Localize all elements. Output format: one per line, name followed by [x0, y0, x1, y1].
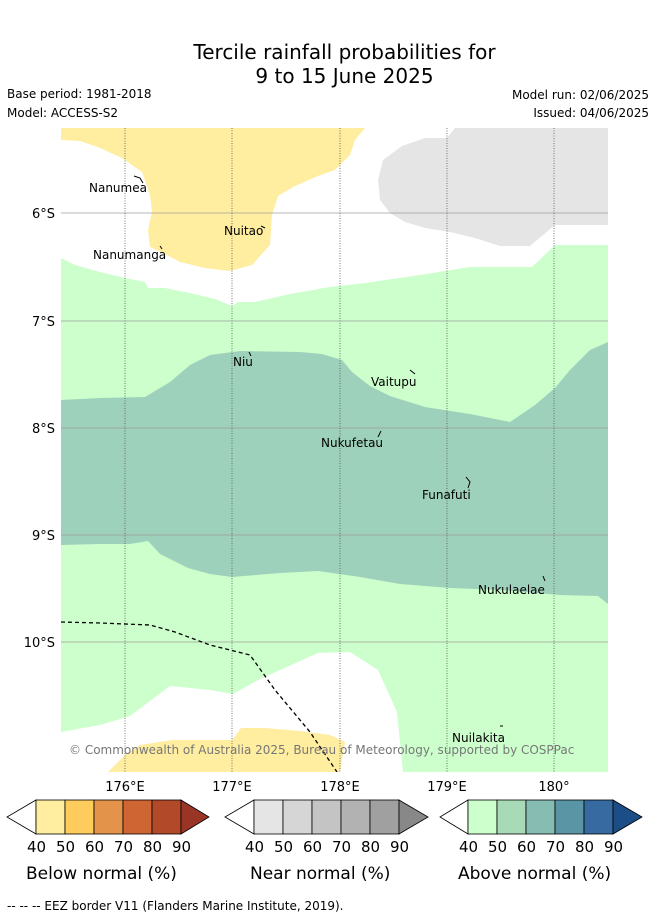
lat-label-6s: 6°S: [32, 207, 55, 222]
eez-border-legend: -- -- -- EEZ border V11 (Flanders Marine…: [7, 899, 344, 913]
above-tick-80: 80: [575, 838, 595, 856]
island-nanumanga-shape: [159, 245, 163, 250]
below-tick-80: 80: [143, 838, 163, 856]
above-cb-seg-3: [554, 799, 585, 835]
label-nanumanga: Nanumanga: [93, 248, 166, 262]
label-nukufetau: Nukufetau: [321, 436, 383, 450]
lat-label-9s: 9°S: [32, 529, 55, 544]
island-vaitupu-shape: [409, 369, 416, 375]
above-cb-seg-4: [583, 799, 614, 835]
copyright-notice: © Commonwealth of Australia 2025, Bureau…: [69, 743, 574, 757]
lon-label-179e: 179°E: [427, 780, 467, 795]
above-tick-70: 70: [546, 838, 566, 856]
lat-label-7s: 7°S: [32, 315, 55, 330]
below-normal-50-region-north: [61, 128, 365, 271]
above-cb-over: [612, 799, 643, 835]
island-nukufetau-shape: [377, 430, 382, 438]
label-nuitao: Nuitao: [224, 224, 263, 238]
label-niu: Niu: [233, 355, 253, 369]
base-period: Base period: 1981-2018: [7, 87, 152, 101]
below-cb-seg-2: [93, 799, 124, 835]
map-area: [61, 128, 608, 772]
near-normal-40-region: [378, 128, 608, 246]
lon-label-176e: 176°E: [105, 780, 145, 795]
eez-border-line: [61, 621, 338, 772]
near-tick-60: 60: [303, 838, 323, 856]
lon-label-178e: 178°E: [320, 780, 360, 795]
near-tick-80: 80: [361, 838, 381, 856]
above-tick-50: 50: [488, 838, 508, 856]
above-cb-seg-0: [467, 799, 498, 835]
lon-label-177e: 177°E: [212, 780, 252, 795]
below-tick-40: 40: [27, 838, 47, 856]
below-cb-under: [6, 799, 37, 835]
near-cb-seg-0: [253, 799, 284, 835]
above-normal-50-region: [61, 342, 608, 604]
near-normal-label: Near normal (%): [250, 864, 391, 884]
above-tick-60: 60: [517, 838, 537, 856]
near-tick-90: 90: [390, 838, 410, 856]
near-cb-over: [398, 799, 429, 835]
issued-date: Issued: 04/06/2025: [533, 106, 649, 120]
lat-label-8s: 8°S: [32, 422, 55, 437]
latitude-gridlines: [61, 212, 608, 643]
lon-label-180: 180°: [538, 780, 569, 795]
label-funafuti: Funafuti: [422, 488, 471, 502]
below-cb-seg-3: [122, 799, 153, 835]
title-line-2: 9 to 15 June 2025: [255, 64, 434, 88]
near-cb-seg-3: [340, 799, 371, 835]
below-cb-over: [180, 799, 210, 835]
title-line-1: Tercile rainfall probabilities for: [193, 40, 496, 64]
below-cb-seg-4: [151, 799, 182, 835]
longitude-labels: 176°E 177°E 178°E 179°E 180°: [105, 780, 569, 795]
lat-label-10s: 10°S: [24, 636, 55, 651]
model-run: Model run: 02/06/2025: [511, 88, 649, 102]
above-tick-40: 40: [459, 838, 479, 856]
island-funafuti-shape: [465, 476, 471, 489]
label-nuilakita: Nuilakita: [452, 731, 505, 745]
below-normal-50-region-south: [108, 728, 345, 772]
latitude-labels: 6°S 7°S 8°S 9°S 10°S: [24, 207, 55, 651]
island-niu-shape: [248, 351, 252, 357]
near-tick-40: 40: [245, 838, 265, 856]
near-cb-seg-4: [369, 799, 400, 835]
above-normal-label: Above normal (%): [458, 864, 612, 884]
label-nukulaelae: Nukulaelae: [478, 583, 545, 597]
below-tick-50: 50: [56, 838, 76, 856]
islands: [133, 175, 546, 727]
island-nukulaelae-shape: [542, 575, 546, 582]
below-tick-60: 60: [85, 838, 105, 856]
place-labels: Nanumea Nuitao Nanumanga Niu Vaitupu Nuk…: [89, 181, 545, 745]
below-cb-seg-0: [35, 799, 66, 835]
below-cb-seg-1: [64, 799, 95, 835]
colorbar-near-normal: [224, 799, 429, 835]
label-nanumea: Nanumea: [89, 181, 147, 195]
above-cb-seg-1: [496, 799, 527, 835]
near-tick-50: 50: [274, 838, 294, 856]
colorbar-below-normal: [6, 799, 210, 835]
near-tick-70: 70: [332, 838, 352, 856]
colorbar-above-normal: [439, 799, 643, 835]
above-cb-under: [439, 799, 469, 835]
near-cb-under: [224, 799, 255, 835]
model-name: Model: ACCESS-S2: [7, 106, 119, 120]
above-tick-90: 90: [604, 838, 624, 856]
island-nuitao-shape: [260, 225, 266, 229]
island-nanumea-shape: [133, 175, 144, 184]
below-tick-70: 70: [114, 838, 134, 856]
below-normal-label: Below normal (%): [26, 864, 177, 884]
label-vaitupu: Vaitupu: [371, 375, 417, 389]
near-cb-seg-2: [311, 799, 342, 835]
near-cb-seg-1: [282, 799, 313, 835]
below-tick-90: 90: [172, 838, 192, 856]
map-title: Tercile rainfall probabilities for 9 to …: [0, 40, 655, 88]
above-cb-seg-2: [525, 799, 556, 835]
